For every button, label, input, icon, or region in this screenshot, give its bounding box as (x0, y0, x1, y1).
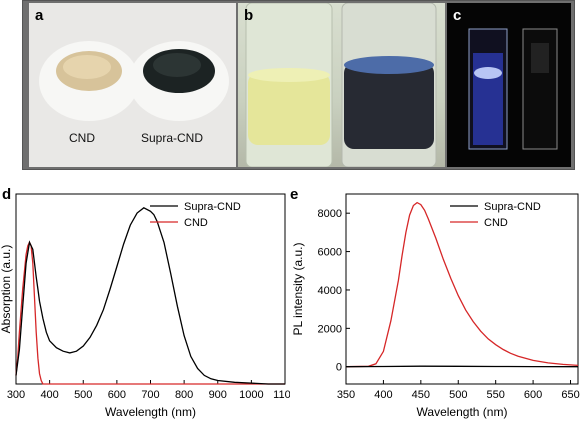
dark-solution (344, 63, 434, 149)
blue-emission (473, 53, 503, 145)
panel-label-c: c (453, 7, 462, 24)
panel-label-b: b (244, 7, 254, 24)
x-tick-label: 900 (209, 389, 227, 401)
x-axis-label: Wavelength (nm) (417, 405, 508, 419)
x-tick-label: 800 (175, 389, 193, 401)
powder-photo (39, 41, 229, 121)
x-tick-label: 650 (561, 389, 579, 401)
panel-label-d: d (2, 186, 12, 203)
legend-label: CND (484, 217, 508, 229)
x-tick-label: 500 (74, 389, 92, 401)
cuvettes-photo (468, 28, 558, 150)
y-tick-label: 6000 (318, 247, 342, 259)
supra-cnd-caption: Supra-CND (141, 131, 204, 145)
series-line-supra-cnd (15, 207, 285, 385)
x-tick-label: 700 (141, 389, 159, 401)
panel-label-e: e (290, 186, 299, 203)
series-line-cnd (345, 201, 579, 368)
cnd-caption: CND (69, 131, 95, 145)
legend-label: Supra-CND (184, 201, 241, 213)
x-tick-label: 500 (449, 389, 467, 401)
vials-photo (245, 3, 437, 167)
x-tick-label: 550 (486, 389, 504, 401)
y-tick-label: 0 (336, 362, 342, 374)
y-tick-label: 2000 (318, 323, 342, 335)
photo-panel-b: b (238, 3, 445, 167)
series-line-cnd (15, 240, 285, 385)
photo-panel-a: a CND Supra-CND (29, 3, 236, 167)
x-tick-label: 1000 (239, 389, 263, 401)
photo-strip: a CND Supra-CND b c (22, 0, 575, 170)
yellow-solution (248, 73, 330, 145)
y-axis-label: PL intensity (a.u.) (291, 243, 305, 336)
y-axis-label: Absorption (a.u.) (0, 245, 13, 334)
x-tick-label: 300 (7, 389, 25, 401)
x-tick-label: 600 (524, 389, 542, 401)
x-tick-label: 400 (374, 389, 392, 401)
y-tick-label: 4000 (318, 285, 342, 297)
x-tick-label: 600 (108, 389, 126, 401)
photo-panel-c: c (447, 3, 571, 167)
legend-label: Supra-CND (484, 201, 541, 213)
series-line-supra-cnd (345, 365, 579, 368)
x-tick-label: 1100 (273, 389, 290, 401)
chart-d: 300 400 500 600 700 800 900 1000 1100 Wavelength … (0, 193, 290, 419)
plot-frame (345, 193, 579, 385)
x-tick-label: 400 (40, 389, 58, 401)
chart-e: 350 400 450 500 550 600 650 0 2000 4000 6000 8000 Wa… (291, 193, 580, 419)
x-axis-label: Wavelength (nm) (105, 405, 196, 419)
legend-label: CND (184, 217, 208, 229)
x-tick-label: 450 (412, 389, 430, 401)
panel-label-a: a (35, 7, 44, 24)
y-tick-label: 8000 (318, 208, 342, 220)
x-tick-label: 350 (337, 389, 355, 401)
